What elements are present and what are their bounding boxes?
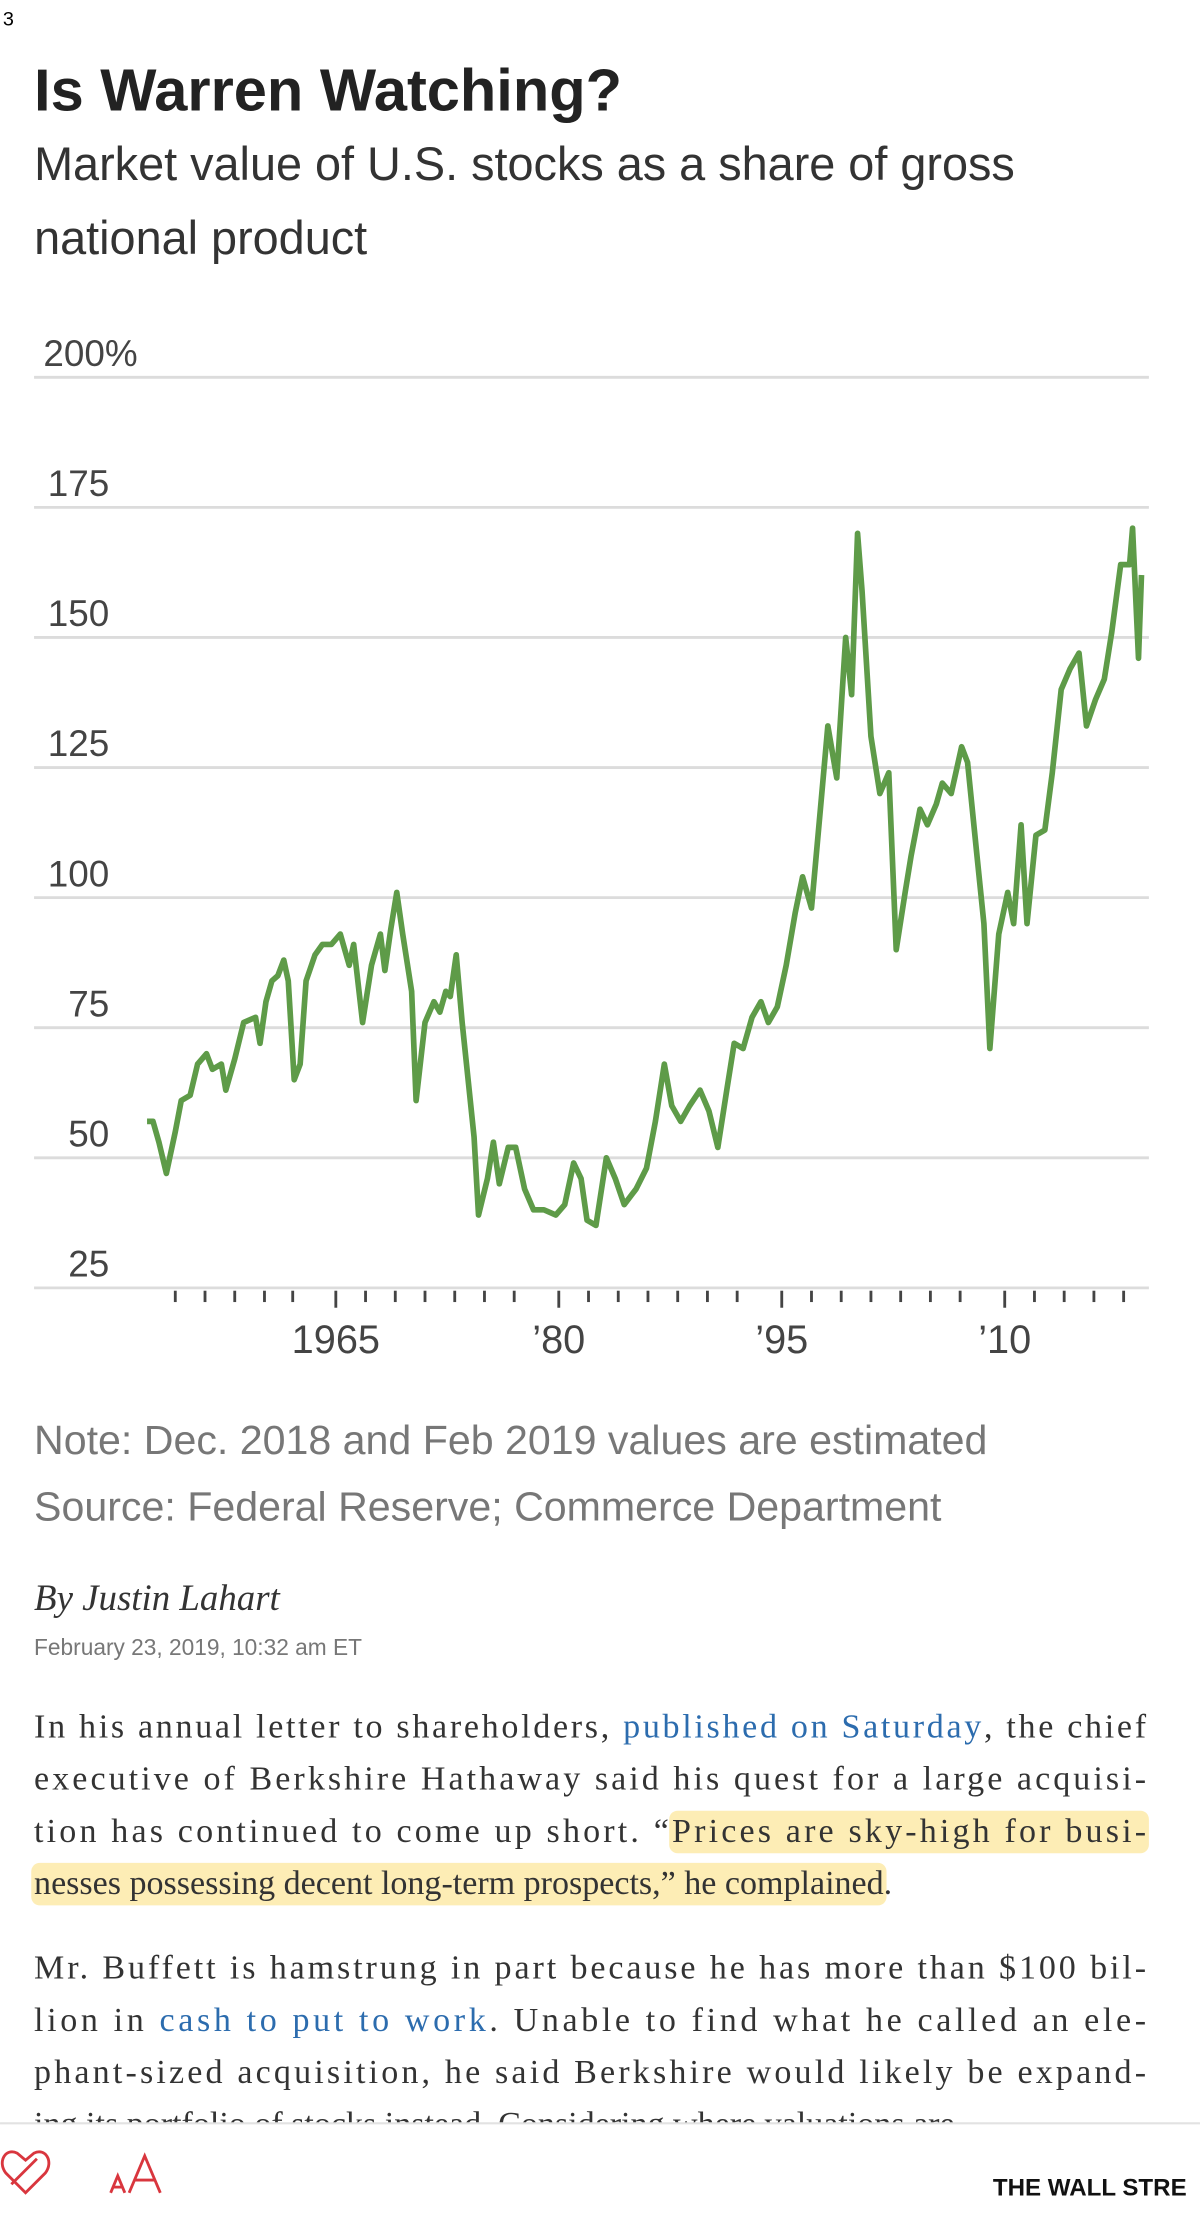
brand: THE WALL STRE [993, 2175, 1187, 2202]
link[interactable]: published on Saturday [623, 1708, 981, 1745]
x-tick-label: ’80 [532, 1318, 585, 1362]
y-tick-label: 100 [48, 853, 110, 894]
link[interactable]: cash to put to work [160, 2002, 487, 2039]
text-run: nesses possessing decent long-term prosp… [34, 1865, 884, 1902]
text-run: lion in [34, 2002, 156, 2039]
text-run: tion has continued to come up short. “ [34, 1813, 669, 1850]
chart-source: Source: Federal Reserve; Commerce Depart… [34, 1483, 942, 1529]
status-text: 3 [3, 9, 14, 31]
y-tick-label: 175 [48, 463, 110, 504]
text-run: phant-sized acquisition, he said Berkshi… [34, 2054, 1146, 2091]
data-line [147, 525, 1145, 1229]
y-tick-label: 200% [43, 333, 137, 374]
font-size-icon[interactable] [109, 2152, 162, 2194]
y-tick-label: 25 [68, 1244, 109, 1285]
small-a [109, 2172, 127, 2194]
chart-subtitle: Market value of U.S. stocks as a share o… [34, 137, 1015, 264]
text-run: executive of Berkshire Hathaway said his… [34, 1761, 1146, 1798]
highlight [31, 1862, 887, 1906]
chart-title: Is Warren Watching? [34, 57, 622, 124]
paragraph-line: executive of Berkshire Hathaway said his… [34, 1761, 1146, 1798]
text-run: . [884, 1865, 893, 1902]
paragraph-line: phant-sized acquisition, he said Berkshi… [34, 2054, 1146, 2091]
y-tick-label: 75 [68, 983, 109, 1024]
chart-area: 200% 175 150 125 100 75 50 25 1965 ’80 ’95 ’10 [34, 333, 1149, 1362]
save-icon[interactable] [0, 2150, 51, 2195]
highlight [669, 1810, 1149, 1854]
text-run: Prices are sky-high for busi- [672, 1813, 1146, 1850]
y-tick-label: 125 [48, 723, 110, 764]
text-run: . Unable to find what he called an ele- [489, 2002, 1146, 2039]
paragraph-line: Mr. Buffett is hamstrung in part because… [34, 1950, 1146, 1987]
byline: By Justin Lahart [34, 1577, 280, 1618]
y-tick-label: 150 [48, 593, 110, 634]
x-tick-label: ’10 [978, 1318, 1031, 1362]
y-tick-label: 50 [68, 1113, 109, 1154]
bottom-bar-bg [0, 2123, 1200, 2224]
x-tick-label: 1965 [292, 1318, 380, 1362]
paragraph-line: nesses possessing decent long-term prosp… [34, 1865, 892, 1902]
large-a [127, 2152, 162, 2194]
paragraph-line: tion has continued to come up short. “Pr… [34, 1813, 1146, 1850]
date: February 23, 2019, 10:32 am ET [34, 1634, 362, 1660]
bottom-bar: THE WALL STRE [0, 2122, 1200, 2224]
paragraph-line: In his annual letter to shareholders, pu… [34, 1708, 1147, 1745]
chart-note: Note: Dec. 2018 and Feb 2019 values are … [34, 1417, 987, 1463]
x-tick-label: ’95 [755, 1318, 808, 1362]
subtitle-box: Market value of U.S. stocks as a share o… [34, 137, 1015, 264]
text-run: In his annual letter to shareholders, [34, 1708, 620, 1745]
text-run: Mr. Buffett is hamstrung in part because… [34, 1950, 1146, 1987]
